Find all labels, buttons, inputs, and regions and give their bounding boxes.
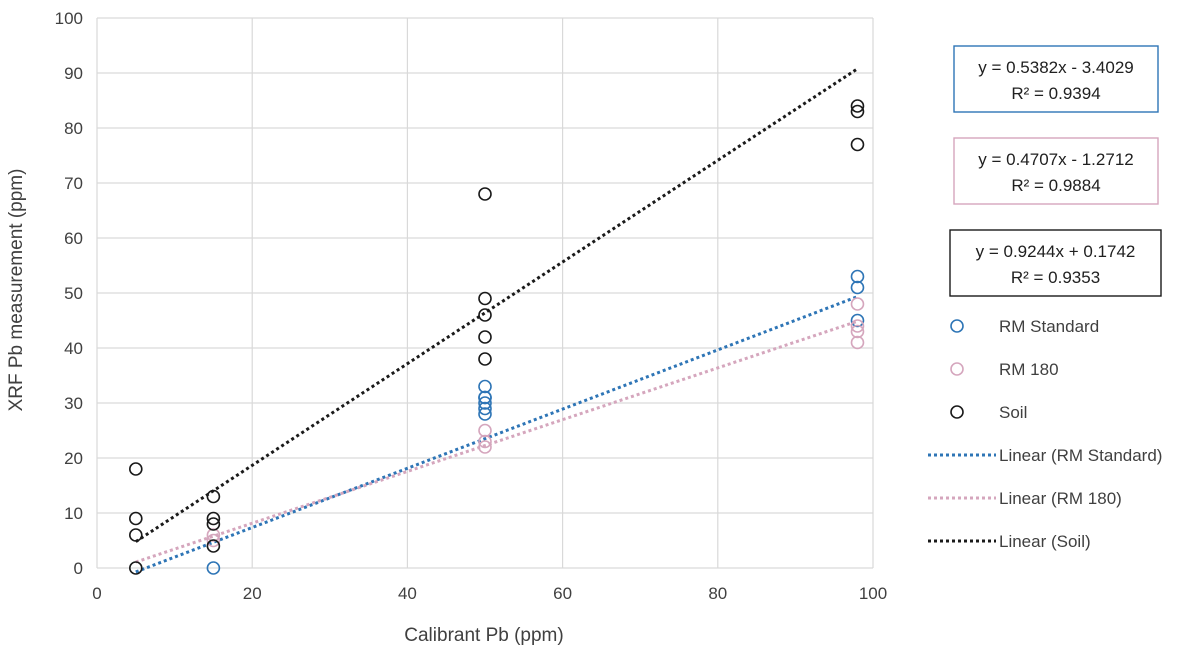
point-rm-standard [206,561,221,575]
x-tick-label: 80 [708,584,727,603]
trendline-soil [134,67,859,543]
point-rm-180 [478,423,492,438]
trend-r-squared: R² = 0.9353 [1011,268,1100,287]
x-axis-title: Calibrant Pb (ppm) [404,625,563,646]
point-rm-180 [478,434,492,449]
trend-r-squared: R² = 0.9884 [1011,176,1100,195]
point-soil [850,99,865,113]
x-tick-label: 40 [398,584,417,603]
point-rm-180 [206,533,221,548]
point-soil [850,104,865,119]
y-tick-label: 30 [64,394,83,413]
equation-box-rm-standard [953,45,1159,113]
trend-equation: y = 0.9244x + 0.1742 [976,242,1136,261]
point-rm-standard [478,390,492,405]
legend: RM Standard RM 180 Soil Linear (RM Standard… [928,317,1162,551]
point-rm-180 [478,440,492,454]
equation-box-soil [949,229,1162,297]
legend-trend-label: Linear (RM Standard) [999,446,1162,465]
trendline-rm-standard [135,295,859,574]
x-tick-label: 100 [859,584,887,603]
trendlines [134,67,859,574]
y-tick-label: 70 [64,174,83,193]
point-rm-standard [478,407,492,421]
point-rm-180 [850,335,865,350]
y-tick-label: 20 [64,449,83,468]
point-rm-180 [850,319,865,333]
trendline-rm-180 [135,319,858,564]
y-tick-label: 50 [64,284,83,303]
point-soil [129,528,143,542]
x-tick-label: 20 [243,584,262,603]
trend-equation: y = 0.4707x - 1.2712 [978,150,1133,169]
point-soil [206,511,221,526]
point-soil [129,511,143,526]
y-tick-label: 60 [64,229,83,248]
y-tick-label: 10 [64,504,83,523]
point-soil [478,352,492,366]
point-rm-180 [850,324,865,339]
point-soil [206,539,221,553]
legend-marker-rm-standard [950,319,964,333]
legend-label: Soil [999,403,1027,422]
y-tick-label: 0 [74,559,83,578]
point-rm-180 [850,297,865,311]
legend-marker-soil [950,405,964,419]
point-soil [129,561,143,575]
point-soil [129,462,143,476]
point-soil [206,517,221,531]
y-axis-title: XRF Pb measurement (ppm) [6,169,27,412]
trendline-equations: y = 0.5382x - 3.4029 R² = 0.9394 y = 0.470… [949,45,1162,297]
trend-equation: y = 0.5382x - 3.4029 [978,58,1133,77]
axis-ticks: 0 10 20 30 40 50 60 70 80 90 100 0 20 40 60 80 100 [55,9,888,603]
point-soil [478,330,492,344]
point-soil [206,489,221,504]
legend-trend-label: Linear (Soil) [999,532,1091,551]
point-rm-standard [478,379,492,394]
y-tick-label: 100 [55,9,83,28]
x-tick-label: 0 [92,584,101,603]
legend-trend-label: Linear (RM 180) [999,489,1122,508]
point-soil [478,291,492,306]
point-soil [478,187,492,201]
x-tick-label: 60 [553,584,572,603]
point-soil [478,308,492,322]
y-tick-label: 40 [64,339,83,358]
point-rm-standard [478,401,492,416]
point-rm-standard [850,280,865,295]
point-rm-standard [850,269,865,284]
legend-marker-rm-180 [950,362,964,376]
point-soil [850,137,865,152]
legend-label: RM 180 [999,360,1059,379]
data-points [129,99,865,575]
point-rm-180 [206,528,221,542]
y-tick-label: 90 [64,64,83,83]
point-rm-standard [478,396,492,410]
point-rm-standard [850,313,865,328]
legend-label: RM Standard [999,317,1099,336]
y-tick-label: 80 [64,119,83,138]
equation-box-rm-180 [953,137,1159,205]
trend-r-squared: R² = 0.9394 [1011,84,1100,103]
